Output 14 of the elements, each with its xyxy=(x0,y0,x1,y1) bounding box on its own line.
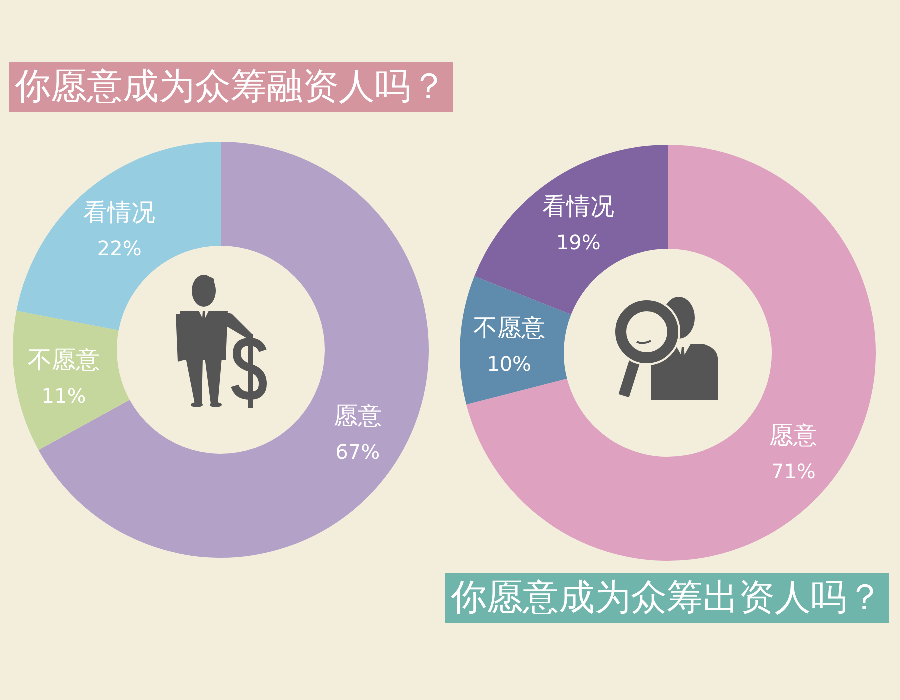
data-label: 22% xyxy=(97,236,142,260)
text: 你愿意成为众筹出资人吗？ xyxy=(450,578,883,618)
data-label: 10% xyxy=(487,352,532,376)
slice-label: 看情况 xyxy=(542,192,615,220)
chart-title: 你愿意成为众筹融资人吗？ xyxy=(14,66,447,108)
data-label: 11% xyxy=(42,384,86,408)
slice-label: 愿意 xyxy=(770,421,818,450)
slice-label: 不愿意 xyxy=(473,314,546,342)
data-label: 19% xyxy=(556,230,601,254)
slice-label: 不愿意 xyxy=(28,346,100,374)
data-label: 67% xyxy=(336,440,380,464)
slice-label: 看情况 xyxy=(84,198,156,226)
slice-label: 愿意 xyxy=(334,402,382,430)
data-label: 71% xyxy=(771,459,816,484)
